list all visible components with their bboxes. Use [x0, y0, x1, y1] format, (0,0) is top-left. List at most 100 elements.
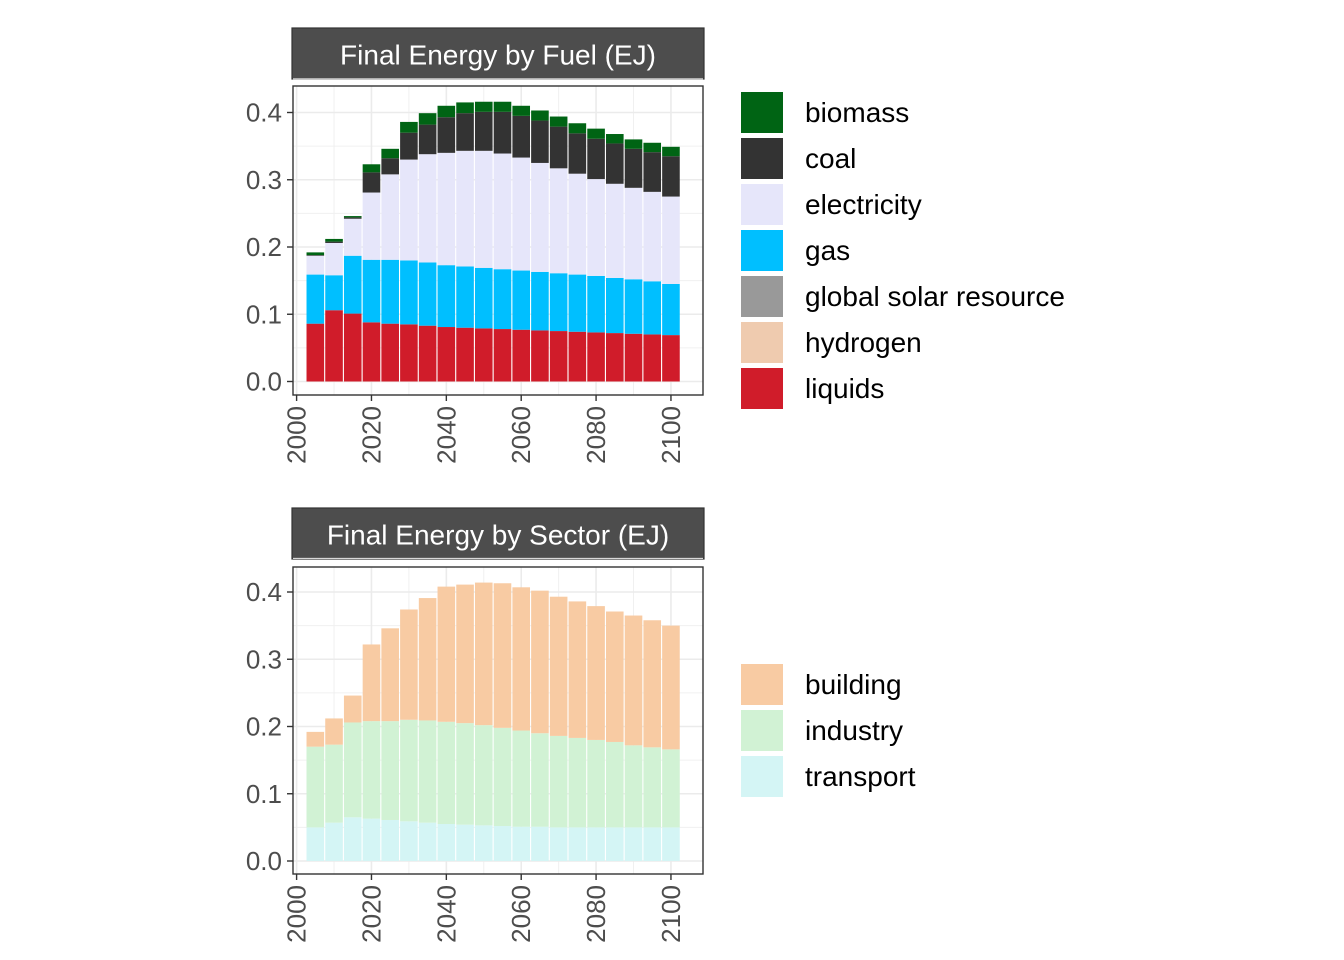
fuel-legend-label-biomass: biomass — [805, 97, 909, 128]
sector-panel: Final Energy by Sector (EJ) 0.0 0.1 0.2 0.3… — [246, 507, 916, 943]
fuel-bar-coal-2050 — [474, 111, 493, 151]
sector-bar-building-2005 — [306, 731, 325, 747]
sector-x-tick-label: 2080 — [581, 885, 611, 943]
sector-bar-industry-2025 — [381, 721, 399, 820]
fuel-bar-coal-2025 — [381, 158, 399, 175]
fuel-bar-coal-2015 — [343, 217, 362, 219]
sector-bar-building-2025 — [381, 628, 399, 722]
sector-bar-transport-2040 — [437, 824, 456, 861]
sector-x-tick-label: 2100 — [656, 885, 686, 943]
fuel-bar-liquids-2080 — [587, 332, 605, 382]
fuel-panel-strip — [291, 27, 705, 80]
fuel-bar-liquids-2040 — [437, 327, 456, 382]
sector-legend-key-building — [741, 664, 783, 705]
fuel-legend-key-electricity — [741, 184, 783, 225]
fuel-bar-coal-2080 — [587, 138, 605, 180]
fuel-bar-gas-2010 — [325, 275, 343, 311]
sector-bar-industry-2055 — [493, 727, 512, 827]
fuel-legend-key-biomass — [741, 92, 783, 133]
fuel-bar-gas-2020 — [362, 259, 381, 323]
fuel-legend-label-gas: gas — [805, 235, 850, 266]
fuel-bar-electricity-2025 — [381, 174, 399, 260]
fuel-bar-electricity-2085 — [605, 183, 624, 278]
sector-bar-industry-2020 — [362, 721, 381, 819]
fuel-legend: biomass coal electricity gas global solar re… — [741, 92, 1065, 409]
fuel-bar-biomass-2065 — [531, 110, 549, 121]
fuel-bar-biomass-2085 — [605, 134, 624, 144]
fuel-bar-biomass-2070 — [549, 116, 568, 127]
sector-x-tick-label: 2060 — [506, 885, 536, 943]
fuel-bar-electricity-2100 — [662, 196, 680, 284]
fuel-bar-biomass-2025 — [381, 148, 399, 159]
fuel-bar-biomass-2045 — [456, 102, 474, 114]
fuel-bar-electricity-2065 — [531, 162, 549, 272]
fuel-bar-coal-2045 — [456, 113, 474, 151]
sector-bar-building-2085 — [605, 611, 624, 742]
sector-bar-industry-2070 — [549, 735, 568, 828]
fuel-bar-electricity-2095 — [643, 191, 662, 282]
fuel-bar-electricity-2070 — [549, 168, 568, 274]
sector-bar-transport-2075 — [568, 827, 587, 861]
fuel-bar-coal-2075 — [568, 133, 587, 174]
fuel-bar-coal-2040 — [437, 117, 456, 153]
sector-legend-key-transport — [741, 756, 783, 797]
fuel-bar-liquids-2075 — [568, 331, 587, 382]
sector-bar-industry-2075 — [568, 737, 587, 828]
fuel-bar-gas-2055 — [493, 269, 512, 330]
fuel-bar-liquids-2095 — [643, 334, 662, 382]
fuel-plot-area: 0.0 0.1 0.2 0.3 0.4 2000 2020 2040 2060 2080 2100 — [246, 78, 704, 464]
fuel-bar-gas-2095 — [643, 281, 662, 335]
sector-bar-transport-2035 — [418, 822, 437, 861]
fuel-bar-biomass-2020 — [362, 164, 381, 173]
fuel-bar-electricity-2090 — [624, 187, 643, 280]
sector-bar-transport-2015 — [343, 817, 362, 861]
sector-legend-label-building: building — [805, 669, 902, 700]
fuel-bar-electricity-2075 — [568, 173, 587, 275]
fuel-bar-biomass-2010 — [325, 238, 343, 242]
sector-x-tick-label: 2040 — [431, 885, 461, 943]
fuel-bar-coal-2055 — [493, 111, 512, 154]
sector-bar-building-2035 — [418, 598, 437, 721]
sector-bar-building-2075 — [568, 601, 587, 738]
sector-bar-industry-2085 — [605, 741, 624, 828]
fuel-bar-biomass-2040 — [437, 105, 456, 118]
fuel-bar-electricity-2015 — [343, 218, 362, 256]
fuel-bar-liquids-2090 — [624, 333, 643, 382]
fuel-bar-electricity-2055 — [493, 153, 512, 270]
sector-bar-transport-2025 — [381, 819, 399, 861]
fuel-y-tick-label: 0.2 — [246, 232, 282, 262]
fuel-x-tick-label: 2040 — [431, 406, 461, 464]
fuel-bar-liquids-2005 — [306, 323, 325, 382]
sector-bar-industry-2090 — [624, 745, 643, 828]
fuel-bar-liquids-2065 — [531, 330, 549, 382]
sector-bar-transport-2010 — [325, 822, 343, 861]
fuel-bar-biomass-2075 — [568, 123, 587, 134]
sector-y-tick-label: 0.2 — [246, 712, 282, 742]
sector-bar-industry-2010 — [325, 744, 343, 823]
fuel-bar-liquids-2085 — [605, 333, 624, 382]
fuel-legend-key-hydrogen — [741, 322, 783, 363]
sector-y-tick-label: 0.3 — [246, 644, 282, 674]
sector-bar-industry-2100 — [662, 749, 680, 828]
fuel-bar-liquids-2020 — [362, 322, 381, 382]
fuel-bar-liquids-2010 — [325, 310, 343, 382]
fuel-bar-biomass-2050 — [474, 101, 493, 112]
fuel-bar-coal-2035 — [418, 124, 437, 155]
fuel-x-tick-label: 2060 — [506, 406, 536, 464]
sector-bar-industry-2030 — [400, 719, 418, 822]
fuel-bar-coal-2030 — [400, 132, 418, 160]
fuel-bar-electricity-2010 — [325, 242, 343, 276]
sector-bar-transport-2100 — [662, 827, 680, 861]
sector-bar-building-2070 — [549, 596, 568, 736]
sector-bar-transport-2045 — [456, 824, 474, 861]
fuel-legend-key-liquids — [741, 368, 783, 409]
sector-bar-building-2065 — [531, 590, 549, 734]
sector-bar-industry-2065 — [531, 733, 549, 827]
sector-bar-transport-2030 — [400, 821, 418, 861]
sector-bar-building-2055 — [493, 583, 512, 728]
sector-bar-industry-2080 — [587, 739, 605, 828]
fuel-bar-coal-2010 — [325, 241, 343, 243]
sector-bar-building-2010 — [325, 718, 343, 745]
fuel-bar-coal-2005 — [306, 255, 325, 256]
sector-y-tick-label: 0.0 — [246, 846, 282, 876]
